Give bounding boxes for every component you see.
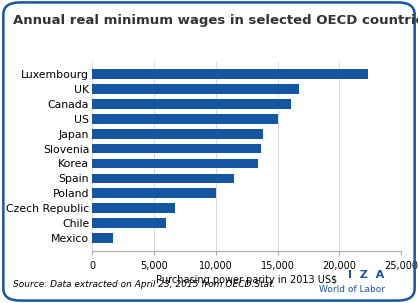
Bar — [92, 159, 258, 168]
Bar — [92, 69, 368, 79]
Bar — [92, 174, 234, 183]
Bar — [92, 129, 263, 138]
Text: World of Labor: World of Labor — [319, 285, 385, 294]
Bar — [92, 203, 175, 213]
Bar — [92, 144, 262, 153]
Text: Source: Data extracted on April 23, 2015 from OECD.Stat.: Source: Data extracted on April 23, 2015… — [13, 280, 275, 289]
X-axis label: Purchasing power parity in 2013 US$: Purchasing power parity in 2013 US$ — [156, 275, 337, 285]
Bar — [92, 84, 298, 94]
Bar — [92, 99, 291, 109]
Text: Annual real minimum wages in selected OECD countries: Annual real minimum wages in selected OE… — [13, 14, 418, 27]
Bar — [92, 114, 278, 124]
Bar — [92, 233, 113, 243]
Bar — [92, 188, 216, 198]
Text: I  Z  A: I Z A — [348, 270, 385, 280]
Bar — [92, 218, 166, 228]
